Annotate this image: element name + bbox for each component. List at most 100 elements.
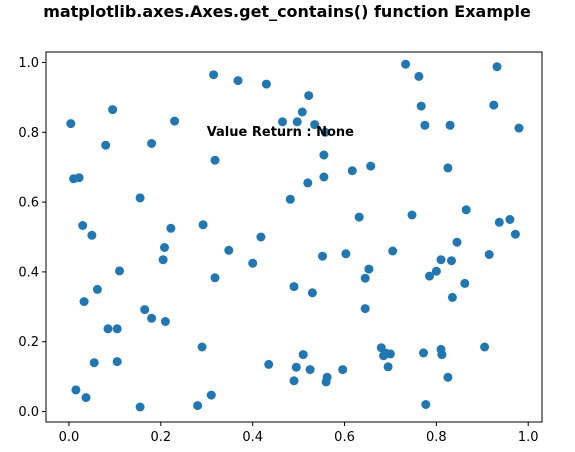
scatter-point	[112, 324, 122, 334]
scatter-point	[103, 324, 113, 334]
scatter-point	[160, 317, 170, 326]
scatter-point	[443, 372, 453, 382]
scatter-point	[160, 243, 169, 252]
scatter-point	[198, 220, 208, 230]
scatter-point	[360, 273, 370, 283]
scatter-point	[447, 256, 456, 266]
x-tick-label: 0.8	[426, 430, 447, 445]
scatter-point	[338, 365, 348, 375]
scatter-point	[341, 249, 351, 259]
scatter-point	[210, 273, 220, 283]
scatter-point	[307, 288, 317, 298]
scatter-point	[310, 120, 320, 130]
scatter-point	[419, 348, 428, 358]
scatter-point	[170, 116, 180, 126]
scatter-point	[158, 255, 168, 265]
scatter-point	[81, 393, 91, 403]
scatter-point	[461, 205, 471, 215]
scatter-point	[425, 271, 434, 281]
scatter-point	[407, 210, 417, 220]
axes-frame	[45, 51, 543, 423]
scatter-point	[135, 193, 145, 203]
scatter-point	[360, 304, 370, 314]
scatter-point	[489, 100, 499, 110]
scatter-point	[291, 362, 301, 372]
scatter-point	[248, 258, 258, 268]
scatter-point	[385, 349, 395, 359]
scatter-point	[414, 71, 424, 81]
scatter-point	[514, 123, 524, 133]
scatter-point	[285, 194, 295, 204]
scatter-point	[140, 305, 150, 315]
scatter-point	[233, 76, 243, 86]
annotation-text: Value Return : None	[207, 125, 354, 140]
scatter-point	[443, 163, 453, 173]
scatter-point	[347, 166, 357, 176]
scatter-point	[101, 140, 111, 150]
scatter-point	[484, 250, 494, 259]
scatter-point	[480, 342, 490, 352]
x-tick-label: 0.2	[150, 430, 171, 445]
scatter-point	[147, 313, 157, 323]
scatter-point	[364, 264, 374, 274]
scatter-point	[401, 59, 411, 69]
y-tick-label: 0.6	[18, 196, 39, 211]
scatter-point	[510, 229, 520, 239]
scatter-point	[210, 155, 220, 165]
scatter-point	[193, 401, 203, 411]
scatter-point	[261, 79, 271, 89]
y-tick-label: 1.0	[18, 56, 39, 71]
scatter-point	[115, 266, 124, 276]
scatter-point	[71, 385, 81, 395]
scatter-point	[292, 117, 302, 127]
scatter-point	[303, 178, 313, 188]
x-axis-ticks: 0.0 0.2 0.4 0.6 0.8 1.0	[59, 422, 539, 445]
scatter-point	[79, 297, 89, 307]
scatter-point	[289, 376, 299, 386]
scatter-point	[87, 230, 97, 240]
scatter-point	[224, 245, 234, 255]
scatter-point	[206, 390, 216, 400]
scatter-point	[264, 359, 274, 369]
scatter-point	[319, 172, 329, 182]
scatter-point	[197, 342, 207, 352]
scatter-point	[78, 221, 88, 230]
scatter-point	[166, 223, 176, 233]
scatter-point	[89, 358, 99, 368]
scatter-point	[305, 365, 315, 375]
scatter-point	[416, 101, 426, 111]
scatter-point	[420, 120, 430, 130]
y-tick-label: 0.2	[18, 335, 39, 350]
scatter-points	[66, 59, 524, 412]
scatter-point	[304, 91, 314, 101]
y-tick-label: 0.4	[18, 265, 39, 280]
scatter-point	[383, 362, 393, 372]
scatter-point	[74, 173, 84, 183]
scatter-point	[298, 350, 308, 360]
scatter-point	[494, 217, 504, 227]
scatter-point	[320, 127, 330, 137]
scatter-point	[366, 161, 376, 171]
scatter-point	[256, 232, 266, 242]
scatter-point	[431, 266, 441, 276]
scatter-point	[421, 400, 431, 409]
scatter-point	[354, 212, 364, 222]
x-tick-label: 0.6	[334, 430, 355, 445]
scatter-point	[147, 139, 157, 148]
scatter-point	[322, 372, 332, 382]
scatter-point	[92, 284, 102, 294]
y-tick-label: 0.0	[18, 405, 39, 420]
x-tick-label: 1.0	[518, 430, 539, 445]
scatter-point	[447, 292, 457, 302]
scatter-point	[318, 251, 327, 261]
scatter-point	[278, 117, 287, 127]
scatter-point	[460, 278, 470, 288]
scatter-point	[445, 120, 455, 130]
scatter-point	[112, 357, 122, 367]
scatter-point	[452, 237, 462, 247]
scatter-point	[388, 246, 398, 256]
x-tick-label: 0.0	[59, 430, 80, 445]
scatter-point	[297, 107, 307, 117]
x-tick-label: 0.4	[242, 430, 263, 445]
